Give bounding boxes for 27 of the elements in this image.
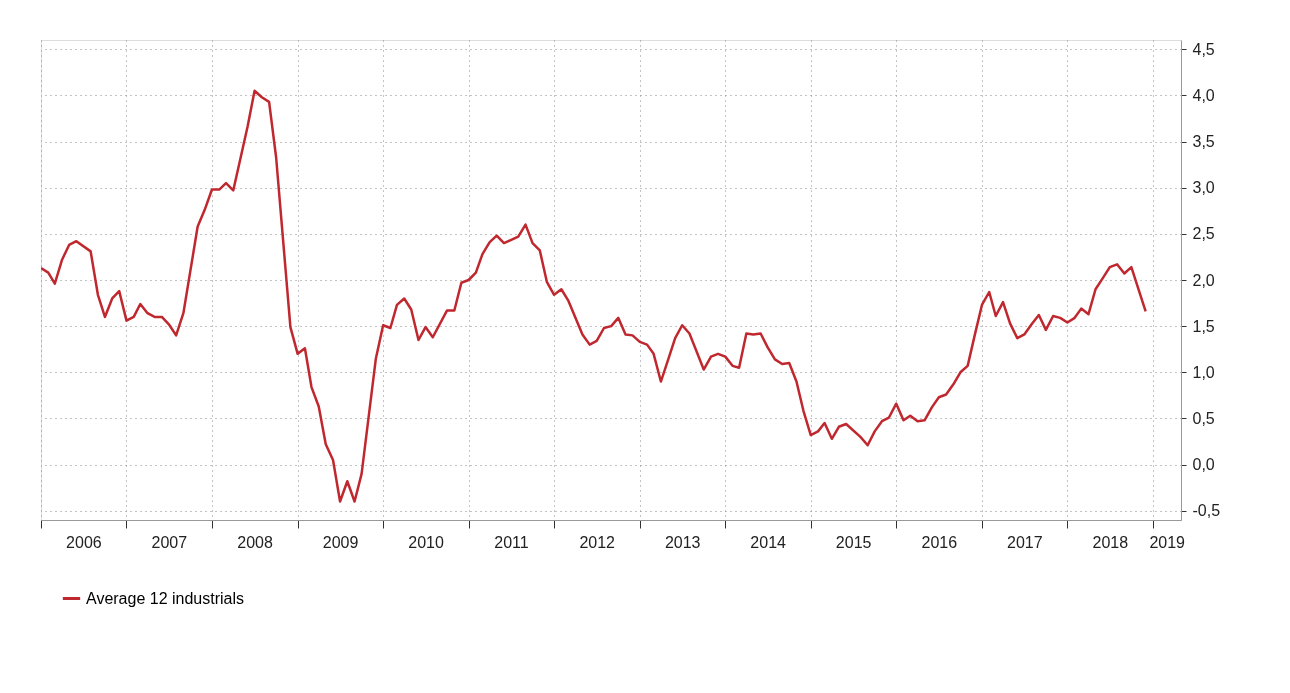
y-tick-label: 4,0 bbox=[1192, 86, 1215, 104]
x-tick-label: 2011 bbox=[494, 533, 529, 551]
x-tick-label: 2008 bbox=[237, 533, 273, 551]
y-tick-label: 0,5 bbox=[1192, 409, 1215, 427]
y-tick-label: 3,0 bbox=[1192, 179, 1215, 197]
x-tick-label: 2013 bbox=[664, 533, 701, 551]
y-tick-label: 1,5 bbox=[1192, 317, 1215, 335]
y-tick-label: 2,0 bbox=[1192, 271, 1215, 289]
y-tick-label: -0,5 bbox=[1192, 502, 1221, 520]
y-tick-label: 1,0 bbox=[1192, 363, 1215, 381]
y-tick-label: 3,5 bbox=[1192, 133, 1215, 151]
x-tick-label: 2014 bbox=[750, 533, 787, 551]
x-tick-label: 2006 bbox=[66, 533, 102, 551]
x-tick-label: 2018 bbox=[1092, 533, 1129, 551]
x-tick-label: 2015 bbox=[835, 533, 872, 551]
y-tick-label: 2,5 bbox=[1192, 225, 1215, 243]
x-tick-label: 2010 bbox=[408, 533, 444, 551]
x-tick-label: 2009 bbox=[322, 533, 359, 551]
y-tick-label: 0,0 bbox=[1192, 456, 1215, 474]
x-tick-label: 2007 bbox=[151, 533, 188, 551]
legend-label: Average 12 industrials bbox=[86, 589, 245, 607]
x-tick-label: 2017 bbox=[1007, 533, 1043, 551]
x-tick-label: 2019 bbox=[1149, 533, 1186, 551]
x-tick-label: 2012 bbox=[579, 533, 616, 551]
line-series bbox=[41, 89, 1147, 503]
x-tick-label: 2016 bbox=[921, 533, 958, 551]
y-tick-label: 4,5 bbox=[1192, 40, 1215, 58]
